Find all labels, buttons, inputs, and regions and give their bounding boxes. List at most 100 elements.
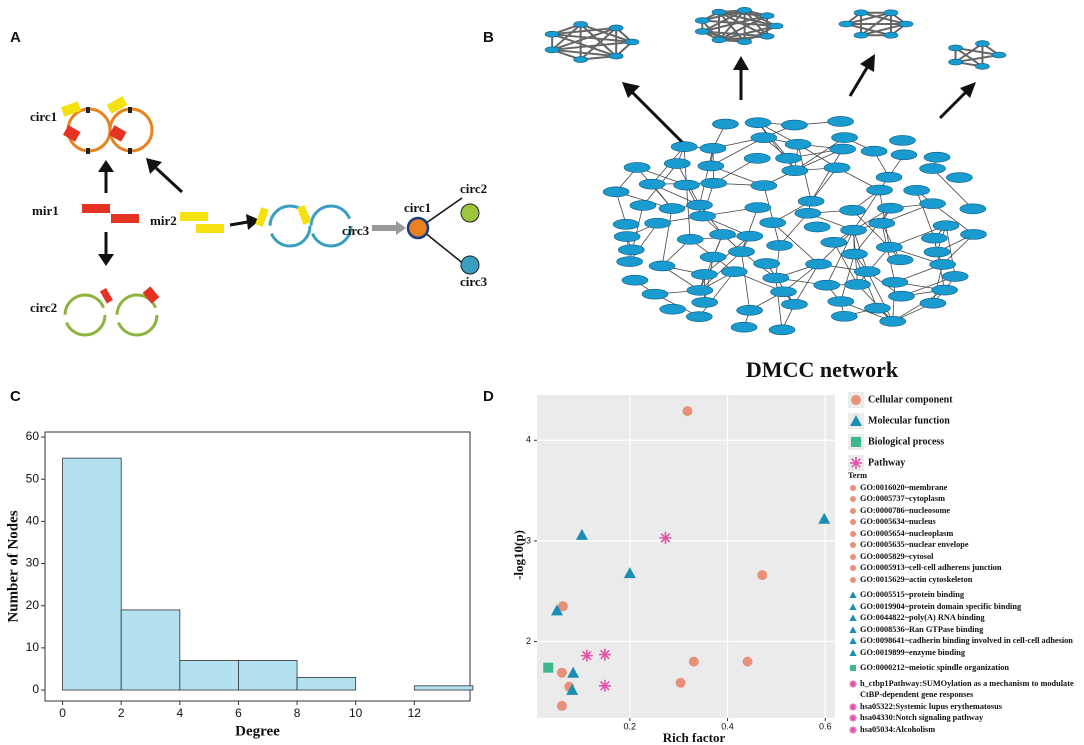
site — [128, 148, 132, 154]
edge — [932, 203, 974, 235]
node — [875, 171, 903, 183]
mirna — [255, 207, 269, 227]
point — [850, 542, 856, 548]
x-tick-label: 0.2 — [624, 721, 637, 731]
point — [849, 625, 857, 633]
term-label: GO:0019899~enzyme binding — [860, 647, 966, 657]
term-row: GO:0005737~cytoplasm — [848, 493, 1082, 505]
node — [888, 290, 915, 302]
panel-label: A — [10, 29, 21, 46]
node — [948, 58, 963, 66]
node — [673, 179, 700, 191]
point — [849, 614, 857, 621]
node — [768, 22, 784, 30]
point — [757, 570, 768, 581]
node — [658, 203, 686, 214]
term-label: hsa04330:Notch signaling pathway — [860, 713, 984, 722]
term-group: GO:0005515~protein binding GO:0019904~pro… — [848, 589, 1082, 658]
node — [608, 24, 624, 32]
term-marker — [850, 484, 856, 491]
node — [613, 231, 641, 242]
term-label: GO:0005829~cytosol — [860, 551, 934, 561]
site — [128, 107, 132, 113]
node — [573, 21, 588, 28]
node-label: mir1 — [32, 203, 59, 218]
node — [621, 274, 649, 286]
bar — [413, 685, 474, 691]
node — [805, 258, 832, 270]
term-row: GO:0019904~protein domain specific bindi… — [848, 601, 1082, 613]
node — [931, 284, 958, 296]
edge — [580, 23, 633, 43]
site — [86, 107, 90, 113]
node — [820, 236, 848, 248]
term-row: GO:0005654~nucleoplasm — [848, 528, 1082, 540]
node — [697, 160, 725, 172]
node — [750, 180, 778, 191]
x-tick-label: 4 — [176, 706, 183, 720]
y-tick-label: 2 — [526, 636, 531, 646]
edge — [551, 26, 617, 51]
edge — [840, 253, 855, 302]
edge — [702, 14, 768, 33]
edge — [852, 209, 890, 248]
legend-label: Biological process — [868, 436, 944, 447]
node — [744, 202, 772, 213]
edge — [955, 46, 1000, 56]
point — [849, 714, 857, 722]
edge — [710, 137, 765, 167]
arrows — [98, 158, 260, 266]
plot-background — [537, 395, 835, 718]
legend-label: Cellular component — [868, 394, 953, 405]
edge — [772, 222, 819, 265]
x-tick-label: 8 — [294, 706, 301, 720]
term-row: GO:0005913~cell-cell adherens junction — [848, 562, 1082, 574]
point — [688, 656, 699, 667]
term-legend: Term GO:0016020~membrane GO:0005737~cytopl… — [848, 470, 1082, 739]
term-marker — [849, 679, 857, 688]
node — [602, 186, 630, 198]
node — [460, 203, 480, 223]
edge — [718, 11, 768, 38]
term-row: hsa04330:Notch signaling pathway — [848, 712, 1082, 724]
node — [876, 241, 903, 253]
edge — [892, 289, 945, 322]
point — [850, 565, 856, 571]
point — [567, 666, 580, 678]
point — [598, 648, 611, 661]
node — [794, 207, 822, 219]
node-label: mir2 — [150, 213, 177, 228]
mirna — [108, 125, 127, 142]
node — [948, 44, 963, 52]
term-label: hsa05322:Systemic lupus erythematosus — [860, 701, 1002, 711]
node-label: circ2 — [460, 181, 487, 196]
edge — [579, 23, 617, 57]
node — [644, 217, 671, 229]
node — [750, 132, 778, 143]
x-axis-title: Rich factor — [663, 730, 726, 745]
term-marker — [849, 714, 857, 722]
node — [840, 224, 867, 236]
node — [759, 32, 775, 40]
point — [818, 512, 831, 524]
ring — [268, 204, 312, 248]
term-label: GO:0005635~nuclear envelope — [860, 540, 969, 549]
edge — [552, 33, 633, 43]
edge — [552, 48, 617, 58]
edge — [955, 42, 983, 63]
node — [663, 158, 691, 169]
plot-frame — [44, 431, 471, 702]
node — [694, 17, 710, 24]
histogram: 0 10 20 30 40 50 60 0 2 4 6 8 10 12 Degree Number of No… — [5, 429, 474, 739]
node — [839, 204, 866, 216]
node — [629, 200, 657, 211]
node — [868, 217, 896, 229]
node — [689, 210, 716, 222]
y-tick-label: 10 — [26, 640, 40, 654]
node — [898, 20, 914, 28]
point — [850, 665, 856, 671]
term-marker — [849, 702, 857, 711]
site — [86, 148, 90, 154]
edge — [845, 11, 892, 25]
term-marker — [849, 625, 857, 633]
